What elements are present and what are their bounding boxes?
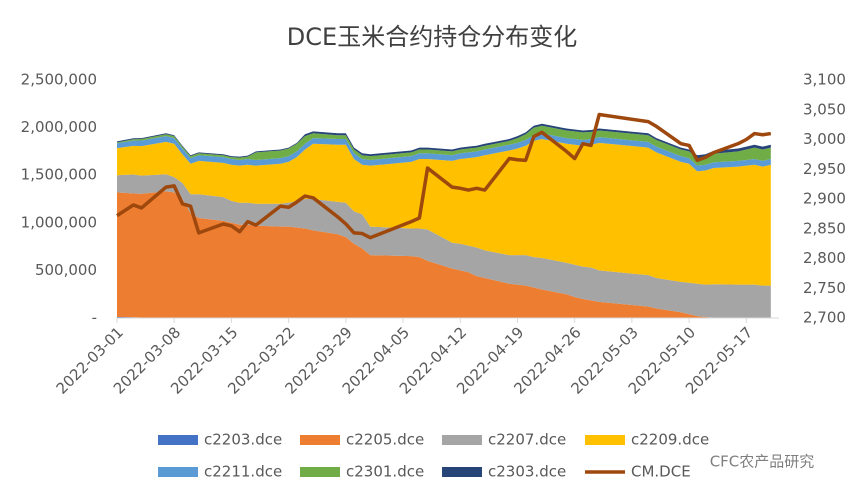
legend-swatch <box>300 435 340 445</box>
line <box>116 112 772 240</box>
legend-label: CM.DCE <box>631 463 691 481</box>
y2-tick-label: 3,050 <box>803 100 846 118</box>
y2-tick-label: 2,750 <box>803 279 846 297</box>
legend-swatch <box>585 435 625 445</box>
y-tick-label: 2,500,000 <box>21 71 97 89</box>
watermark: CFC农产品研究 <box>710 453 815 471</box>
y-tick-label: 1,500,000 <box>21 166 97 184</box>
area <box>117 174 771 318</box>
area <box>117 125 771 166</box>
area <box>117 123 771 159</box>
y-tick-label: 1,000,000 <box>21 213 97 231</box>
y2-tick-label: 2,850 <box>803 219 846 237</box>
area <box>117 191 771 318</box>
y2-tick-label: 3,000 <box>803 130 846 148</box>
y-tick-label: 500,000 <box>35 261 97 279</box>
legend-label: c2207.dce <box>488 431 566 449</box>
legend-label: c2211.dce <box>204 463 282 481</box>
y-tick-label: 2,000,000 <box>21 118 97 136</box>
y2-tick-label: 2,900 <box>803 190 846 208</box>
y2-tick-label: 3,100 <box>803 71 846 89</box>
legend-swatch <box>442 467 482 477</box>
area <box>117 139 771 286</box>
legend-swatch <box>300 467 340 477</box>
legend-label: c2205.dce <box>346 431 424 449</box>
legend-label: c2203.dce <box>204 431 282 449</box>
legend-swatch <box>158 467 198 477</box>
legend-label: c2303.dce <box>488 463 566 481</box>
y-tick-label: - <box>92 309 97 327</box>
legend-label: c2301.dce <box>346 463 424 481</box>
y2-tick-label: 2,700 <box>803 309 846 327</box>
chart-title: DCE玉米合约持仓分布变化 <box>287 23 577 51</box>
y2-tick-label: 2,950 <box>803 160 846 178</box>
legend-label: c2209.dce <box>631 431 709 449</box>
area <box>117 133 771 172</box>
y2-tick-label: 2,800 <box>803 249 846 267</box>
legend-swatch <box>158 435 198 445</box>
legend-swatch <box>442 435 482 445</box>
